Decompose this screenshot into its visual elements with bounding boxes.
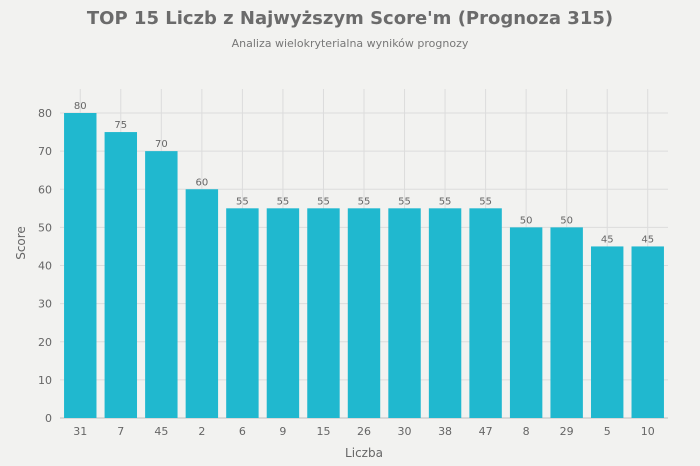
x-tick-label: 15 bbox=[316, 425, 330, 438]
bar-31[interactable] bbox=[64, 113, 97, 418]
x-tick-label: 38 bbox=[438, 425, 452, 438]
value-label: 50 bbox=[560, 215, 573, 226]
bar-5[interactable] bbox=[590, 246, 624, 418]
y-tick-label: 20 bbox=[38, 336, 52, 349]
y-axis-title: Score bbox=[14, 226, 28, 260]
x-axis-title: Liczba bbox=[345, 446, 383, 460]
x-tick-label: 7 bbox=[117, 425, 124, 438]
x-tick-label: 10 bbox=[641, 425, 655, 438]
bar-26[interactable] bbox=[347, 208, 381, 418]
x-tick-label: 5 bbox=[604, 425, 611, 438]
value-label: 50 bbox=[520, 215, 533, 226]
y-tick-label: 70 bbox=[38, 145, 52, 158]
value-label: 60 bbox=[195, 177, 208, 188]
value-label: 75 bbox=[114, 120, 127, 131]
x-tick-label: 2 bbox=[198, 425, 205, 438]
x-tick-label: 31 bbox=[73, 425, 87, 438]
bar-8[interactable] bbox=[509, 227, 543, 418]
x-tick-label: 47 bbox=[479, 425, 493, 438]
chart-subtitle: Analiza wielokryterialna wyników prognoz… bbox=[231, 37, 469, 50]
bar-2[interactable] bbox=[185, 189, 219, 418]
bar-10[interactable] bbox=[631, 246, 664, 418]
y-tick-label: 40 bbox=[38, 260, 52, 273]
value-label: 55 bbox=[398, 196, 411, 207]
x-axis-ticks: 31 7 45 2 6 9 15 26 30 38 47 8 29 5 10 bbox=[73, 425, 654, 438]
value-label: 45 bbox=[641, 234, 654, 245]
value-label: 55 bbox=[358, 196, 371, 207]
value-label: 55 bbox=[317, 196, 330, 207]
bar-6[interactable] bbox=[226, 208, 259, 418]
bar-7[interactable] bbox=[104, 132, 138, 418]
bar-30[interactable] bbox=[388, 208, 421, 418]
value-label: 70 bbox=[155, 139, 168, 150]
y-tick-label: 10 bbox=[38, 374, 52, 387]
x-tick-label: 9 bbox=[279, 425, 286, 438]
value-label: 80 bbox=[74, 101, 87, 112]
x-tick-label: 45 bbox=[154, 425, 168, 438]
y-axis-ticks: 0 10 20 30 40 50 60 70 80 bbox=[38, 107, 52, 425]
x-tick-label: 29 bbox=[560, 425, 574, 438]
y-tick-label: 60 bbox=[38, 183, 52, 196]
value-labels: 80 75 70 60 55 55 55 55 55 55 55 50 50 45 45 bbox=[74, 101, 654, 245]
bar-45[interactable] bbox=[145, 151, 178, 418]
bar-9[interactable] bbox=[266, 208, 300, 418]
x-tick-label: 30 bbox=[398, 425, 412, 438]
y-tick-label: 30 bbox=[38, 298, 52, 311]
bars bbox=[64, 113, 664, 418]
value-label: 55 bbox=[479, 196, 492, 207]
bar-47[interactable] bbox=[469, 208, 502, 418]
value-label: 55 bbox=[236, 196, 249, 207]
bar-15[interactable] bbox=[307, 208, 340, 418]
value-label: 45 bbox=[601, 234, 614, 245]
bar-29[interactable] bbox=[550, 227, 583, 418]
value-label: 55 bbox=[277, 196, 290, 207]
chart-title: TOP 15 Liczb z Najwyższym Score'm (Progn… bbox=[86, 8, 614, 29]
y-tick-label: 50 bbox=[38, 221, 52, 234]
value-label: 55 bbox=[439, 196, 452, 207]
y-tick-label: 80 bbox=[38, 107, 52, 120]
bar-38[interactable] bbox=[428, 208, 462, 418]
x-tick-label: 8 bbox=[523, 425, 530, 438]
y-tick-label: 0 bbox=[45, 412, 52, 425]
x-tick-label: 26 bbox=[357, 425, 371, 438]
x-tick-label: 6 bbox=[239, 425, 246, 438]
